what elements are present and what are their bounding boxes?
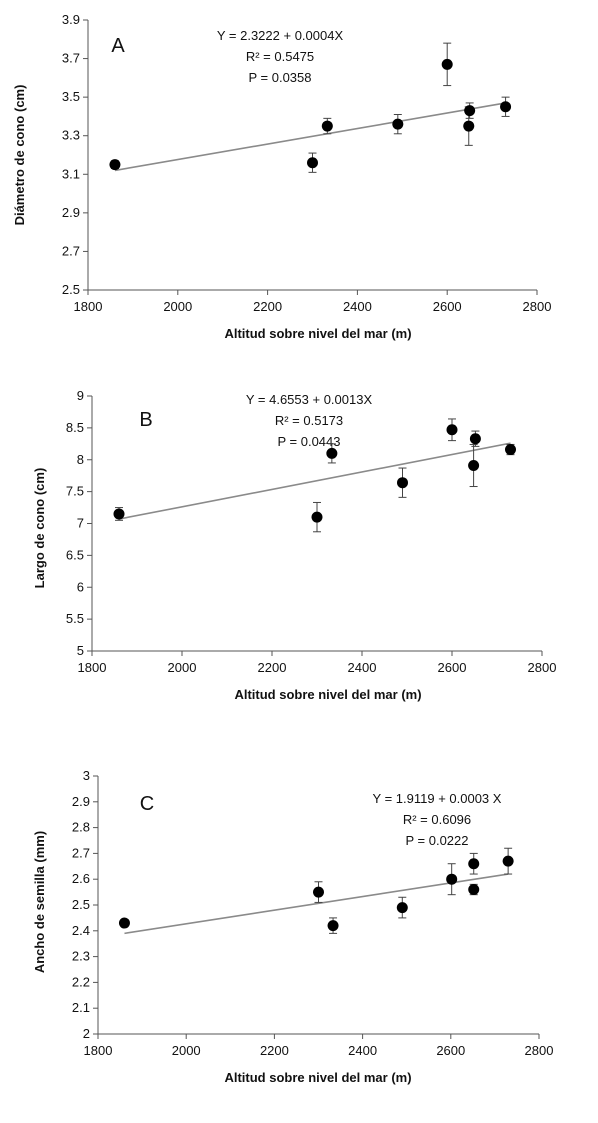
data-point xyxy=(441,58,453,70)
panel-letter: A xyxy=(111,35,125,57)
panel-letter: B xyxy=(139,409,152,431)
y-tick-label: 6 xyxy=(77,579,84,594)
chart-panel-b: 5 5.5 6 6.5 7 7.5 8 8.5 9 1800 2000 2200 2400 2600 280… xyxy=(32,388,556,702)
y-tick-label: 2.5 xyxy=(62,282,80,297)
y-axis-title: Largo de cono (cm) xyxy=(32,468,47,589)
regression-annotation: P = 0.0358 xyxy=(248,70,311,85)
y-tick-label: 3.1 xyxy=(62,166,80,181)
x-tick-label: 2600 xyxy=(433,299,462,314)
x-tick-label: 1800 xyxy=(78,660,107,675)
data-point xyxy=(468,459,480,471)
y-tick-label: 7 xyxy=(77,516,84,531)
y-tick-label: 3 xyxy=(83,768,90,783)
x-axis-title: Altitud sobre nivel del mar (m) xyxy=(224,326,411,341)
y-tick-label: 3.9 xyxy=(62,12,80,27)
data-point xyxy=(446,424,458,436)
x-tick-label: 2400 xyxy=(348,1043,377,1058)
y-tick-label: 8 xyxy=(77,452,84,467)
y-tick-label: 2.2 xyxy=(72,974,90,989)
y-tick-label: 3.5 xyxy=(62,89,80,104)
trend-line xyxy=(118,442,511,520)
x-axis-title: Altitud sobre nivel del mar (m) xyxy=(224,1070,411,1085)
regression-annotation: R² = 0.5475 xyxy=(246,49,314,64)
y-tick-label: 3.7 xyxy=(62,51,80,66)
y-tick-label: 3.3 xyxy=(62,128,80,143)
y-axis-title: Diámetro de cono (cm) xyxy=(12,85,27,226)
data-point xyxy=(463,120,475,132)
data-point xyxy=(464,105,476,117)
data-point xyxy=(307,157,318,169)
y-tick-label: 2.9 xyxy=(72,794,90,809)
x-tick-label: 2200 xyxy=(253,299,282,314)
y-tick-label: 2 xyxy=(83,1026,90,1041)
data-point xyxy=(396,902,408,914)
data-point xyxy=(392,118,404,130)
chart-panel-c: 2 2.1 2.2 2.3 2.4 2.5 2.6 2.7 2.8 2.9 3 1800 2000 220… xyxy=(32,768,553,1085)
regression-annotation: Y = 4.6553 + 0.0013X xyxy=(246,392,373,407)
y-tick-label: 2.7 xyxy=(62,243,80,258)
data-point xyxy=(321,120,333,132)
y-axis-title: Ancho de semilla (mm) xyxy=(32,831,47,973)
y-tick-label: 2.3 xyxy=(72,949,90,964)
data-point xyxy=(327,920,339,932)
x-tick-label: 2000 xyxy=(168,660,197,675)
data-point xyxy=(118,917,130,929)
y-tick-label: 7.5 xyxy=(66,484,84,499)
data-point xyxy=(468,858,480,870)
x-tick-label: 2000 xyxy=(163,299,192,314)
regression-annotation: P = 0.0222 xyxy=(405,833,468,848)
data-point xyxy=(313,886,324,898)
data-point xyxy=(109,159,121,171)
x-tick-label: 2000 xyxy=(172,1043,201,1058)
y-tick-label: 2.4 xyxy=(72,923,90,938)
data-point xyxy=(397,477,408,489)
x-axis-title: Altitud sobre nivel del mar (m) xyxy=(234,687,421,702)
data-point xyxy=(446,873,458,885)
data-point xyxy=(505,444,516,456)
data-point xyxy=(468,884,480,896)
y-tick-label: 2.5 xyxy=(72,897,90,912)
data-point xyxy=(502,855,514,867)
trend-line xyxy=(114,102,506,172)
x-tick-label: 2600 xyxy=(436,1043,465,1058)
y-tick-label: 6.5 xyxy=(66,547,84,562)
regression-annotation: Y = 1.9119 + 0.0003 X xyxy=(373,791,502,806)
x-tick-label: 2400 xyxy=(348,660,377,675)
x-tick-label: 2200 xyxy=(258,660,287,675)
x-tick-label: 2200 xyxy=(260,1043,289,1058)
y-tick-label: 2.7 xyxy=(72,845,90,860)
x-tick-label: 2800 xyxy=(523,299,552,314)
y-tick-label: 5.5 xyxy=(66,611,84,626)
x-tick-label: 2800 xyxy=(525,1043,554,1058)
x-tick-label: 1800 xyxy=(74,299,103,314)
regression-annotation: Y = 2.3222 + 0.0004X xyxy=(217,28,344,43)
y-tick-label: 2.9 xyxy=(62,205,80,220)
y-tick-label: 9 xyxy=(77,388,84,403)
y-tick-label: 2.8 xyxy=(72,820,90,835)
y-tick-label: 2.1 xyxy=(72,1000,90,1015)
regression-annotation: R² = 0.6096 xyxy=(403,812,471,827)
data-point xyxy=(469,433,481,445)
y-tick-label: 2.6 xyxy=(72,871,90,886)
regression-annotation: R² = 0.5173 xyxy=(275,413,343,428)
x-tick-label: 2600 xyxy=(438,660,467,675)
data-point xyxy=(311,511,323,523)
x-tick-label: 2400 xyxy=(343,299,372,314)
panel-letter: C xyxy=(140,793,154,815)
y-tick-label: 5 xyxy=(77,643,84,658)
data-point xyxy=(326,447,338,459)
x-tick-label: 1800 xyxy=(84,1043,113,1058)
data-point xyxy=(500,101,512,113)
regression-annotation: P = 0.0443 xyxy=(277,434,340,449)
y-tick-label: 8.5 xyxy=(66,420,84,435)
x-tick-label: 2800 xyxy=(528,660,557,675)
data-point xyxy=(113,508,125,520)
chart-panel-a: 2.5 2.7 2.9 3.1 3.3 3.5 3.7 3.9 1800 2000 2200 2400… xyxy=(12,12,551,341)
trend-line xyxy=(124,873,509,935)
